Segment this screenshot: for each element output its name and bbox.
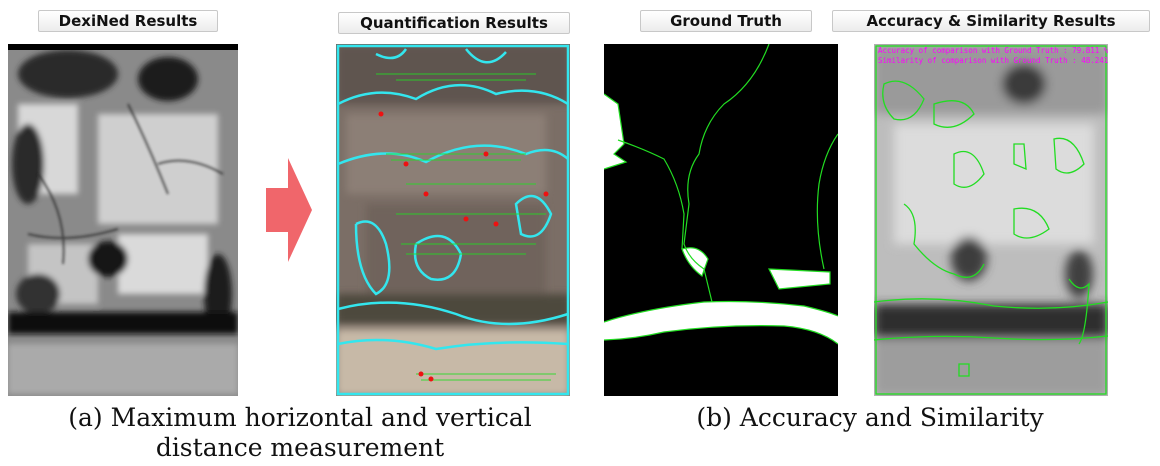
quantification-title: Quantification Results xyxy=(338,12,570,34)
similarity-overlay-text: Similarity of comparison with Ground Tru… xyxy=(878,56,1108,65)
ground-truth-image xyxy=(604,44,838,396)
arrow-right-icon xyxy=(266,158,312,262)
quantification-image xyxy=(336,44,570,396)
accuracy-title: Accuracy & Similarity Results xyxy=(832,10,1150,32)
dexined-title: DexiNed Results xyxy=(38,10,218,32)
accuracy-overlay-text: Accuracy of comparison with Ground Truth… xyxy=(878,46,1108,55)
caption-b: (b) Accuracy and Similarity xyxy=(696,403,1044,432)
accuracy-image: Accuracy of comparison with Ground Truth… xyxy=(874,44,1108,396)
caption-a-line1: (a) Maximum horizontal and vertical xyxy=(68,403,532,432)
dexined-image xyxy=(8,44,238,396)
ground-truth-title: Ground Truth xyxy=(640,10,812,32)
caption-a-line2: distance measurement xyxy=(155,433,445,462)
